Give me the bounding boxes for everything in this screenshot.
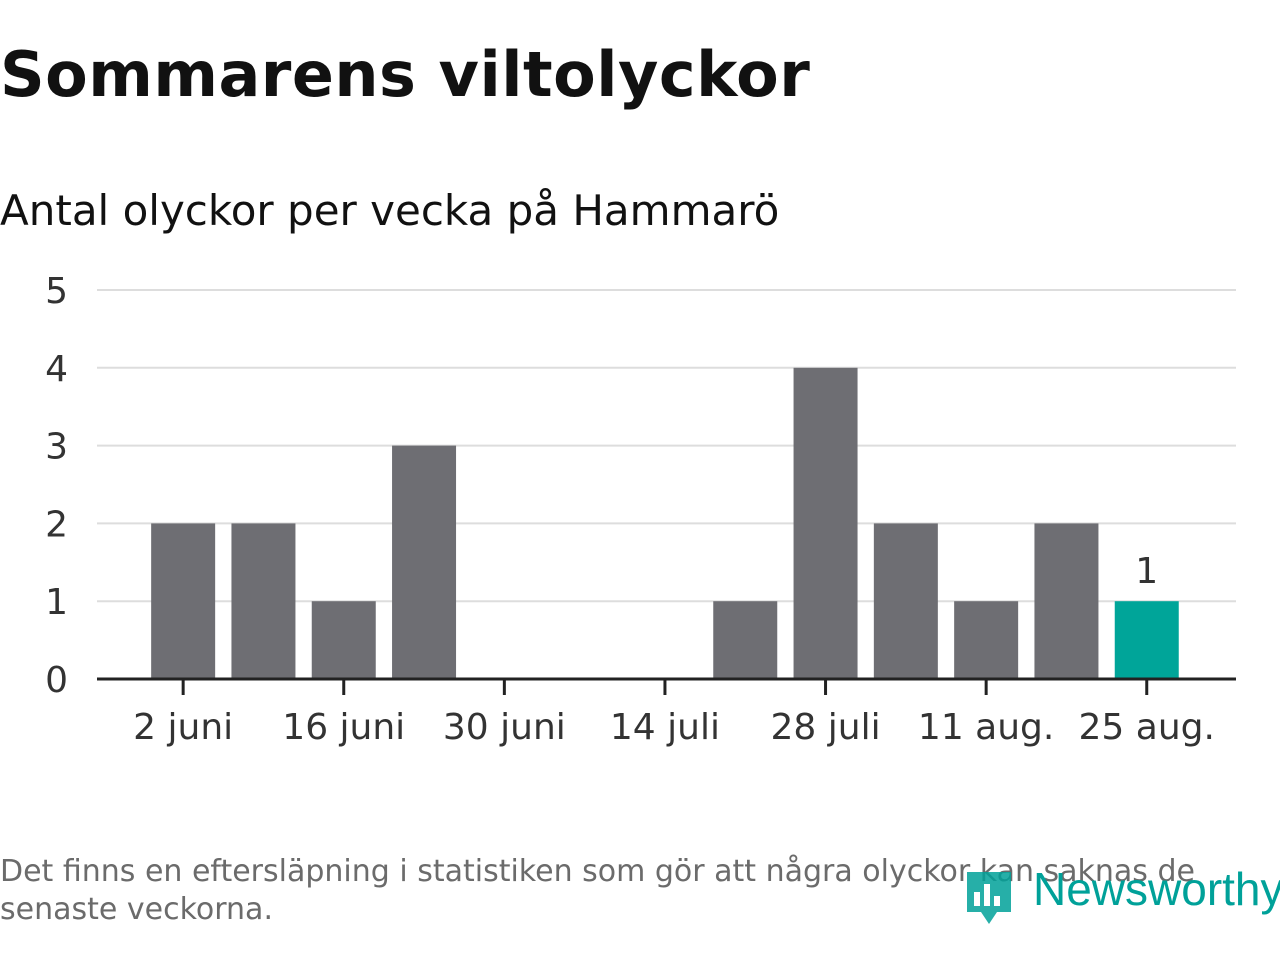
bars bbox=[151, 367, 1179, 679]
newsworthy-logo-icon bbox=[967, 872, 1011, 924]
bar bbox=[392, 445, 457, 679]
chart-title: Sommarens viltolyckor bbox=[0, 38, 811, 111]
x-tick-label: 2 juni bbox=[133, 707, 233, 748]
x-axis bbox=[97, 677, 1236, 695]
x-tick-label: 14 juli bbox=[610, 707, 720, 748]
y-tick-label: 2 bbox=[45, 504, 68, 545]
labels: 0 1 2 3 4 5 2 juni 16 juni 30 juni 14 juli 28 juli… bbox=[45, 271, 1215, 748]
logo-text: Newsworthy bbox=[1033, 863, 1280, 915]
bar bbox=[954, 601, 1019, 679]
bar bbox=[873, 523, 938, 679]
x-tick-label: 11 aug. bbox=[918, 707, 1054, 748]
y-tick-label: 5 bbox=[45, 271, 68, 312]
bar bbox=[311, 601, 376, 679]
y-tick-label: 1 bbox=[45, 582, 68, 623]
x-tick-label: 25 aug. bbox=[1079, 707, 1215, 748]
bar bbox=[1114, 601, 1179, 679]
data-label: 1 bbox=[1135, 551, 1158, 592]
bar bbox=[1034, 523, 1099, 679]
bar bbox=[713, 601, 778, 679]
y-tick-label: 3 bbox=[45, 427, 68, 468]
bar bbox=[231, 523, 296, 679]
chart-subtitle: Antal olyckor per vecka på Hammarö bbox=[0, 186, 780, 235]
y-tick-label: 0 bbox=[45, 660, 68, 701]
bar bbox=[151, 523, 216, 679]
newsworthy-logo[interactable]: Newsworthy bbox=[963, 860, 1280, 930]
bar-chart: 0 1 2 3 4 5 2 juni 16 juni 30 juni 14 juli 28 juli… bbox=[45, 271, 1236, 748]
x-tick-label: 16 juni bbox=[282, 707, 405, 748]
x-tick-label: 28 juli bbox=[771, 707, 881, 748]
y-tick-label: 4 bbox=[45, 349, 68, 390]
x-tick-label: 30 juni bbox=[443, 707, 566, 748]
bar bbox=[793, 367, 858, 679]
